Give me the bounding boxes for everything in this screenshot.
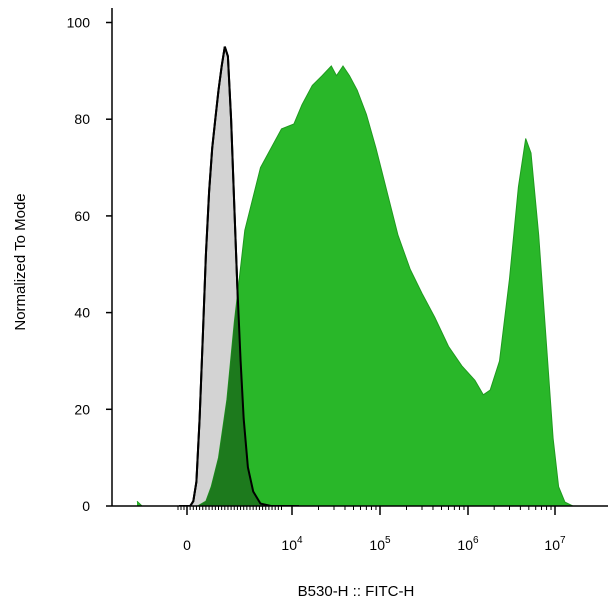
y-tick-label: 40 [74,305,90,321]
x-tick-label: 107 [544,535,566,553]
control-histogram-area [179,46,299,506]
x-tick-label: 104 [281,535,303,553]
axes: 0 20 40 60 80 100 0 104 105 106 107 [67,8,608,553]
x-tick-label: 105 [369,535,391,553]
overlap-area [197,294,282,506]
x-tick-label: 0 [183,537,191,553]
control-histogram-outline-top [179,46,299,506]
y-axis-label: Normalized To Mode [12,193,29,330]
y-tick-label: 0 [82,498,90,514]
stained-histogram-area [137,66,573,506]
y-tick-label: 20 [74,401,90,417]
y-tick-label: 80 [74,111,90,127]
x-axis-label: B530-H :: FITC-H [298,583,415,600]
y-tick-label: 60 [74,208,90,224]
x-tick-label: 106 [457,535,479,553]
plot-area [136,46,574,506]
y-tick-label: 100 [67,15,91,31]
